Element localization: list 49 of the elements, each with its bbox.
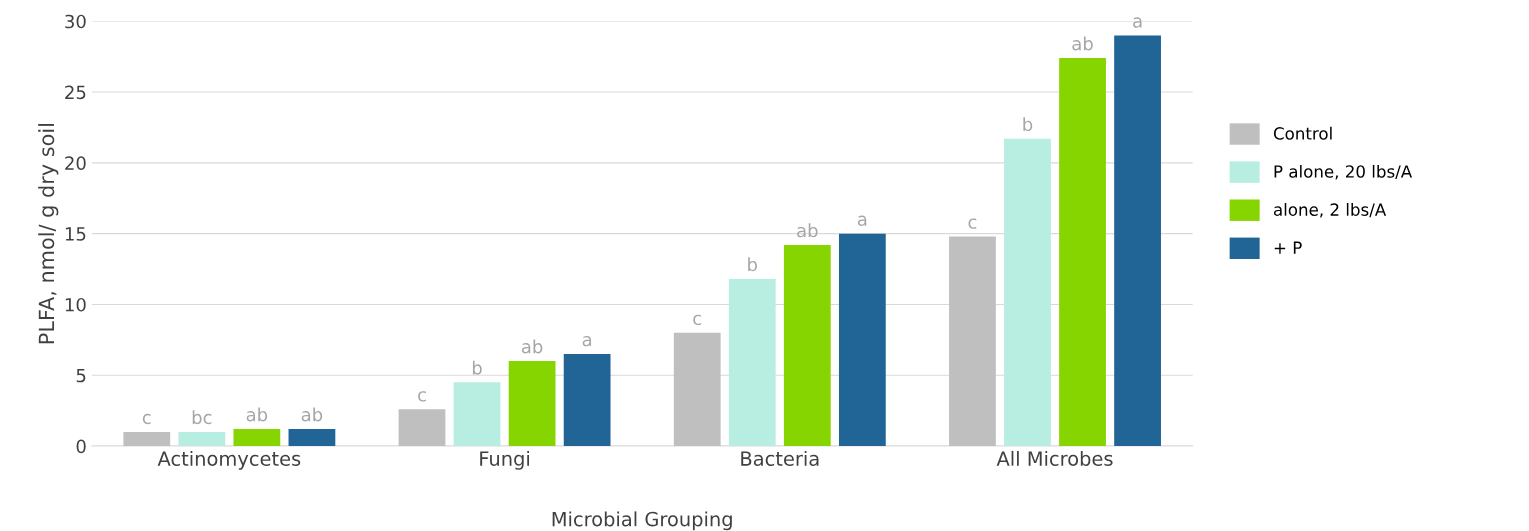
bar (288, 429, 336, 447)
legend-label: P alone, 20 lbs/A (1274, 164, 1413, 180)
x-tick-label: Fungi (480, 450, 529, 470)
data-label: b (1023, 117, 1033, 132)
data-label: b (472, 360, 482, 375)
bar (673, 332, 721, 447)
y-tick-label: 20 (65, 156, 86, 170)
x-tick-label: Bacteria (741, 450, 819, 466)
data-label: a (857, 215, 867, 226)
data-label: b (748, 257, 758, 272)
data-label: c (693, 314, 702, 326)
y-axis-title: PLFA, nmol/ g dry soil (38, 124, 59, 344)
data-label: bc (192, 410, 212, 425)
x-axis-title: Microbial Grouping (552, 511, 732, 531)
data-label: c (142, 413, 151, 425)
data-label: a (1133, 17, 1142, 28)
data-label: ab (1072, 36, 1093, 51)
legend-label: alone, 2 lbs/A (1273, 203, 1387, 218)
bar (178, 431, 226, 447)
y-tick-label: 0 (76, 439, 86, 454)
bar (508, 361, 556, 447)
data-label: ab (301, 407, 323, 422)
bar (453, 382, 501, 447)
bar (123, 431, 171, 447)
bar (949, 236, 996, 447)
data-label: ab (797, 223, 818, 238)
bar (233, 429, 281, 447)
y-tick-label: 15 (65, 227, 86, 241)
data-label: c (418, 391, 426, 402)
bar (1114, 35, 1161, 447)
x-tick-label: All Microbes (996, 450, 1113, 466)
data-label: ab (521, 339, 543, 354)
y-tick-label: 10 (65, 297, 86, 312)
data-label: ab (246, 407, 268, 422)
bar (783, 244, 831, 447)
legend-label: + P (1274, 241, 1302, 254)
bar (728, 278, 776, 447)
bar (563, 354, 611, 447)
y-tick-label: 30 (65, 14, 86, 29)
y-tick-label: 5 (76, 368, 86, 383)
bar (838, 233, 886, 447)
y-tick-label: 25 (65, 85, 86, 100)
bar (1004, 138, 1051, 447)
data-label: a (582, 335, 592, 347)
x-tick-label: Actinomycetes (157, 450, 301, 470)
legend-label: Control (1273, 126, 1332, 140)
bar (398, 409, 446, 447)
bar (1059, 58, 1106, 447)
data-label: c (968, 218, 977, 229)
